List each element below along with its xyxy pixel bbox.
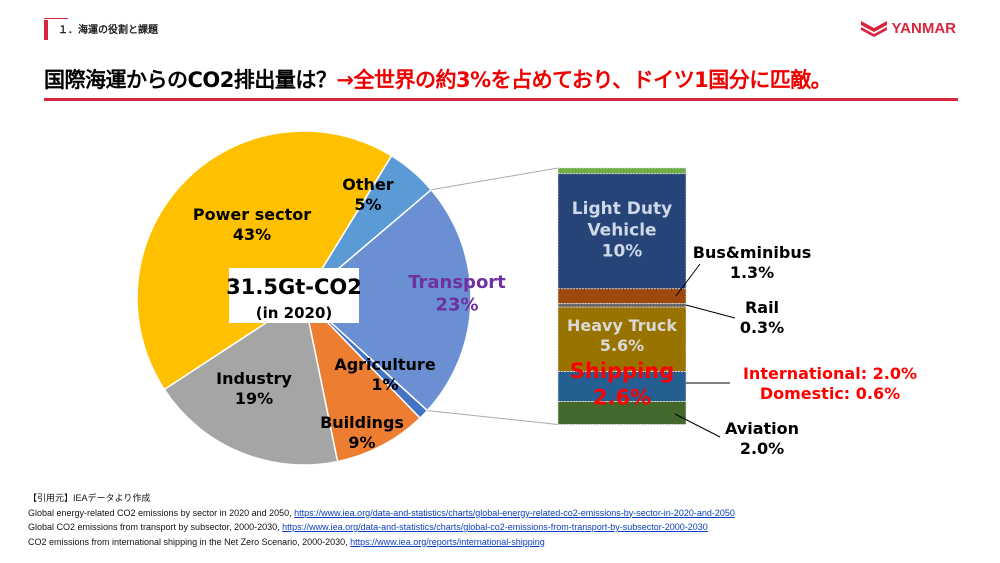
reference-text: Global energy-related CO2 emissions by s… [28, 507, 295, 518]
title-question: 国際海運からのCO2排出量は？ [44, 68, 337, 92]
logo-text: YANMAR [891, 20, 956, 37]
bar-segment-rail [557, 303, 687, 308]
pie-slice-power-sector [136, 130, 393, 391]
bar-segment-bus-minibus [557, 288, 687, 305]
pie-label-industry: Industry 19% [216, 369, 292, 408]
reference-link[interactable]: https://www.iea.org/data-and-statistics/… [282, 522, 708, 532]
pie-label-other: Other 5% [342, 175, 393, 214]
bar-label-light-duty-vehicle: Light Duty Vehicle 10% [572, 199, 672, 262]
bar-segment-aviation [557, 401, 687, 425]
callout-rail: Rail 0.3% [740, 298, 784, 337]
callout-line [675, 263, 701, 297]
title-answer: →全世界の約3%を占めており、ドイツ1国分に匹敵。 [336, 68, 832, 92]
reference-link[interactable]: https://www.iea.org/reports/internationa… [350, 536, 545, 547]
references: 【引用元】IEAデータより作成 Global energy-related CO… [28, 491, 735, 549]
yanmar-logo: YANMAR [860, 20, 956, 37]
pie-total-label: 31.5Gt-CO2 [226, 275, 362, 299]
section-label: １．海運の役割と課題 [44, 20, 158, 40]
bar-label-shipping: Shipping 2.6% [570, 359, 675, 409]
reference-item: CO2 emissions from international shippin… [28, 535, 735, 550]
pie-slice-industry [163, 296, 339, 466]
reference-text: Global CO2 emissions from transport by s… [28, 522, 283, 532]
emissions-chart: Other 5% Transport 23% Agriculture 1% Building… [136, 130, 917, 466]
references-heading: 【引用元】IEAデータより作成 [28, 493, 151, 503]
callout-shipping-detail: International: 2.0% Domestic: 0.6% [743, 364, 917, 403]
reference-text: CO2 emissions from international shippin… [28, 536, 351, 547]
callout-line [685, 304, 736, 319]
reference-item: Global energy-related CO2 emissions by s… [28, 506, 735, 521]
reference-item: Global CO2 emissions from transport by s… [28, 520, 735, 535]
connector-line [427, 410, 559, 425]
page-title: 国際海運からのCO2排出量は？→全世界の約3%を占めており、ドイツ1国分に匹敵。 [44, 64, 832, 94]
pie-label-transport: Transport 23% [408, 272, 506, 316]
pie-label-buildings: Buildings 9% [320, 413, 404, 452]
pie-label-agriculture: Agriculture 1% [334, 355, 436, 394]
callout-line [674, 413, 721, 438]
bar-segment-heavy-truck [557, 306, 687, 372]
yanmar-chevron-icon [860, 20, 887, 37]
pie-label-power-sector: Power sector 43% [193, 205, 311, 244]
callout-bus-minibus: Bus&minibus 1.3% [693, 243, 811, 282]
pie-year-label: (in 2020) [256, 304, 333, 322]
bar-segment-light-duty-vehicle [557, 173, 687, 290]
callout-aviation: Aviation 2.0% [725, 419, 799, 458]
section-accent [44, 18, 68, 19]
connector-line [431, 167, 559, 191]
pie-slice-transport [302, 188, 472, 412]
pie-center-box [229, 268, 359, 323]
title-divider [44, 98, 958, 101]
bar-segment-shipping [557, 371, 687, 402]
reference-link[interactable]: https://www.iea.org/data-and-statistics/… [294, 507, 735, 518]
pie-slice-buildings [302, 295, 422, 463]
bar-segment-other [557, 167, 687, 175]
bar-label-heavy-truck: Heavy Truck 5.6% [567, 316, 677, 355]
